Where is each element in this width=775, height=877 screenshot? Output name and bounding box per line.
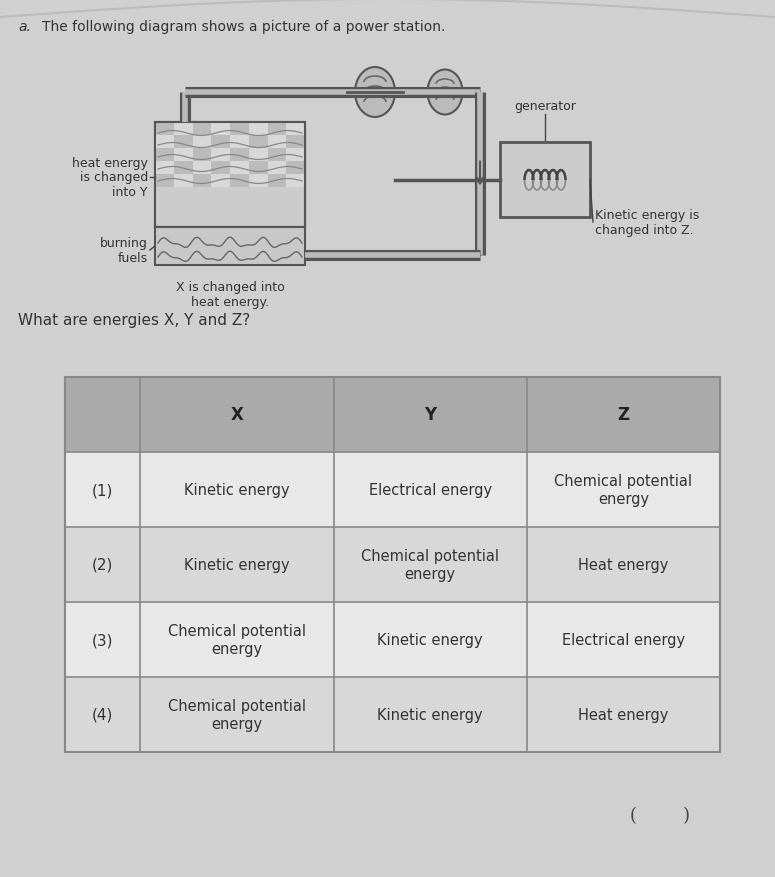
Bar — [230, 162, 249, 175]
Text: (4): (4) — [92, 707, 113, 722]
Bar — [249, 149, 267, 162]
Bar — [230, 149, 249, 162]
Text: Kinetic energy: Kinetic energy — [377, 632, 483, 647]
Bar — [500, 143, 590, 217]
Bar — [65, 378, 720, 453]
Bar — [286, 136, 305, 149]
Bar — [249, 136, 267, 149]
Bar — [155, 149, 174, 162]
Text: X: X — [230, 406, 243, 424]
Bar — [155, 228, 305, 266]
Bar — [174, 175, 192, 188]
Bar — [286, 123, 305, 136]
Bar — [155, 162, 174, 175]
Bar — [212, 123, 230, 136]
Text: Kinetic energy: Kinetic energy — [184, 558, 290, 573]
Text: Y: Y — [424, 406, 436, 424]
Text: What are energies X, Y and Z?: What are energies X, Y and Z? — [18, 312, 250, 328]
Text: Chemical potential
energy: Chemical potential energy — [168, 624, 306, 656]
Text: Chemical potential
energy: Chemical potential energy — [361, 549, 499, 581]
Text: (        ): ( ) — [630, 806, 690, 824]
Bar — [65, 453, 720, 527]
Text: generator: generator — [514, 100, 576, 113]
Ellipse shape — [428, 70, 463, 116]
Bar — [267, 123, 286, 136]
Bar — [212, 136, 230, 149]
Text: Heat energy: Heat energy — [578, 707, 669, 722]
Bar — [155, 136, 174, 149]
Text: Chemical potential
energy: Chemical potential energy — [168, 698, 306, 731]
Bar — [230, 175, 249, 188]
Bar — [174, 149, 192, 162]
Text: The following diagram shows a picture of a power station.: The following diagram shows a picture of… — [42, 20, 446, 34]
Bar — [286, 175, 305, 188]
Bar — [212, 162, 230, 175]
Bar — [192, 149, 212, 162]
Bar — [212, 175, 230, 188]
Bar — [192, 123, 212, 136]
Text: Chemical potential
energy: Chemical potential energy — [554, 474, 692, 506]
Bar — [155, 123, 305, 228]
Bar — [174, 136, 192, 149]
Text: X is changed into
heat energy.: X is changed into heat energy. — [176, 281, 284, 309]
Bar — [65, 677, 720, 752]
Bar — [249, 162, 267, 175]
Bar — [286, 162, 305, 175]
Bar — [212, 149, 230, 162]
Text: Kinetic energy: Kinetic energy — [184, 482, 290, 497]
Text: (1): (1) — [92, 482, 113, 497]
Bar — [230, 136, 249, 149]
Bar — [174, 123, 192, 136]
Bar — [286, 149, 305, 162]
Bar — [267, 136, 286, 149]
Text: Electrical energy: Electrical energy — [369, 482, 491, 497]
Bar — [65, 527, 720, 602]
Bar — [192, 175, 212, 188]
Text: Electrical energy: Electrical energy — [562, 632, 685, 647]
Bar — [267, 175, 286, 188]
Bar — [267, 149, 286, 162]
Text: a.: a. — [18, 20, 31, 34]
Bar — [65, 378, 720, 752]
Text: Kinetic energy: Kinetic energy — [377, 707, 483, 722]
Bar — [174, 162, 192, 175]
Text: (3): (3) — [92, 632, 113, 647]
Bar — [155, 175, 174, 188]
Bar — [155, 123, 305, 228]
Ellipse shape — [355, 68, 395, 118]
Text: burning
fuels: burning fuels — [100, 237, 148, 265]
Text: Z: Z — [618, 406, 629, 424]
Bar — [65, 602, 720, 677]
Bar — [155, 123, 174, 136]
Bar — [192, 136, 212, 149]
Bar — [249, 123, 267, 136]
Text: Kinetic energy is
changed into Z.: Kinetic energy is changed into Z. — [595, 209, 699, 237]
Bar — [230, 123, 249, 136]
Bar — [249, 175, 267, 188]
Bar — [192, 162, 212, 175]
Bar — [267, 162, 286, 175]
Text: (2): (2) — [92, 558, 113, 573]
Text: heat energy
is changed
into Y: heat energy is changed into Y — [72, 156, 148, 199]
Text: Heat energy: Heat energy — [578, 558, 669, 573]
